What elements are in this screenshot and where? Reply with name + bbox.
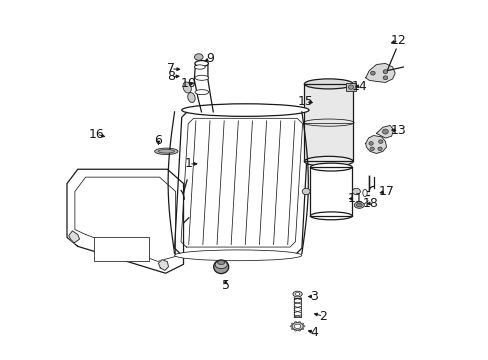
Ellipse shape [310, 163, 351, 171]
Ellipse shape [356, 203, 362, 207]
Bar [94, 237, 149, 261]
Ellipse shape [215, 261, 227, 269]
Ellipse shape [310, 212, 351, 220]
Ellipse shape [298, 321, 300, 323]
Text: 6: 6 [154, 134, 162, 147]
Ellipse shape [294, 330, 296, 331]
Ellipse shape [370, 71, 374, 75]
Ellipse shape [301, 323, 303, 324]
Text: 7: 7 [166, 62, 175, 75]
Ellipse shape [187, 93, 195, 103]
Ellipse shape [382, 129, 387, 134]
Ellipse shape [195, 75, 208, 80]
Bar [346, 83, 355, 91]
Ellipse shape [183, 82, 191, 93]
Ellipse shape [154, 148, 178, 154]
Ellipse shape [368, 141, 372, 145]
Ellipse shape [304, 156, 352, 166]
Ellipse shape [292, 291, 302, 297]
Ellipse shape [378, 140, 382, 143]
Polygon shape [158, 260, 168, 270]
Ellipse shape [291, 328, 293, 329]
Ellipse shape [174, 250, 301, 261]
Ellipse shape [291, 323, 293, 324]
Ellipse shape [362, 189, 366, 197]
Ellipse shape [182, 104, 308, 116]
Ellipse shape [289, 325, 292, 327]
Text: 8: 8 [166, 70, 175, 83]
Ellipse shape [158, 149, 174, 153]
Text: 11: 11 [347, 192, 363, 205]
Polygon shape [365, 63, 394, 82]
Polygon shape [376, 126, 393, 138]
Text: 15: 15 [297, 95, 313, 108]
Ellipse shape [382, 76, 387, 80]
Ellipse shape [377, 147, 382, 150]
Bar [310, 167, 351, 216]
Text: 2: 2 [319, 310, 326, 323]
Text: 17: 17 [377, 185, 393, 198]
Ellipse shape [195, 90, 208, 95]
Polygon shape [365, 135, 386, 153]
Ellipse shape [352, 188, 360, 195]
Bar [304, 84, 352, 161]
Ellipse shape [194, 65, 205, 69]
Ellipse shape [291, 322, 303, 330]
Text: 16: 16 [89, 127, 104, 141]
Text: 4: 4 [310, 326, 318, 339]
Text: 10: 10 [181, 77, 197, 90]
Ellipse shape [294, 324, 300, 328]
Text: 18: 18 [362, 197, 378, 210]
Ellipse shape [213, 260, 228, 274]
Ellipse shape [353, 202, 364, 208]
Ellipse shape [304, 79, 352, 89]
Ellipse shape [301, 328, 303, 329]
Polygon shape [69, 231, 80, 243]
Ellipse shape [194, 54, 203, 60]
Text: 3: 3 [310, 290, 318, 303]
Ellipse shape [369, 147, 373, 150]
Ellipse shape [302, 188, 309, 195]
Ellipse shape [303, 325, 305, 327]
Text: 5: 5 [222, 279, 229, 292]
Ellipse shape [295, 293, 299, 296]
Text: 13: 13 [390, 124, 406, 137]
Ellipse shape [194, 60, 208, 66]
Text: 1: 1 [184, 157, 192, 170]
Ellipse shape [382, 70, 387, 74]
Ellipse shape [294, 321, 296, 323]
Ellipse shape [298, 330, 300, 331]
Text: 12: 12 [390, 33, 406, 47]
Text: 9: 9 [206, 52, 214, 65]
Ellipse shape [348, 85, 353, 89]
Polygon shape [174, 112, 308, 253]
Polygon shape [67, 169, 183, 273]
Ellipse shape [217, 260, 224, 265]
Text: 14: 14 [351, 80, 367, 93]
